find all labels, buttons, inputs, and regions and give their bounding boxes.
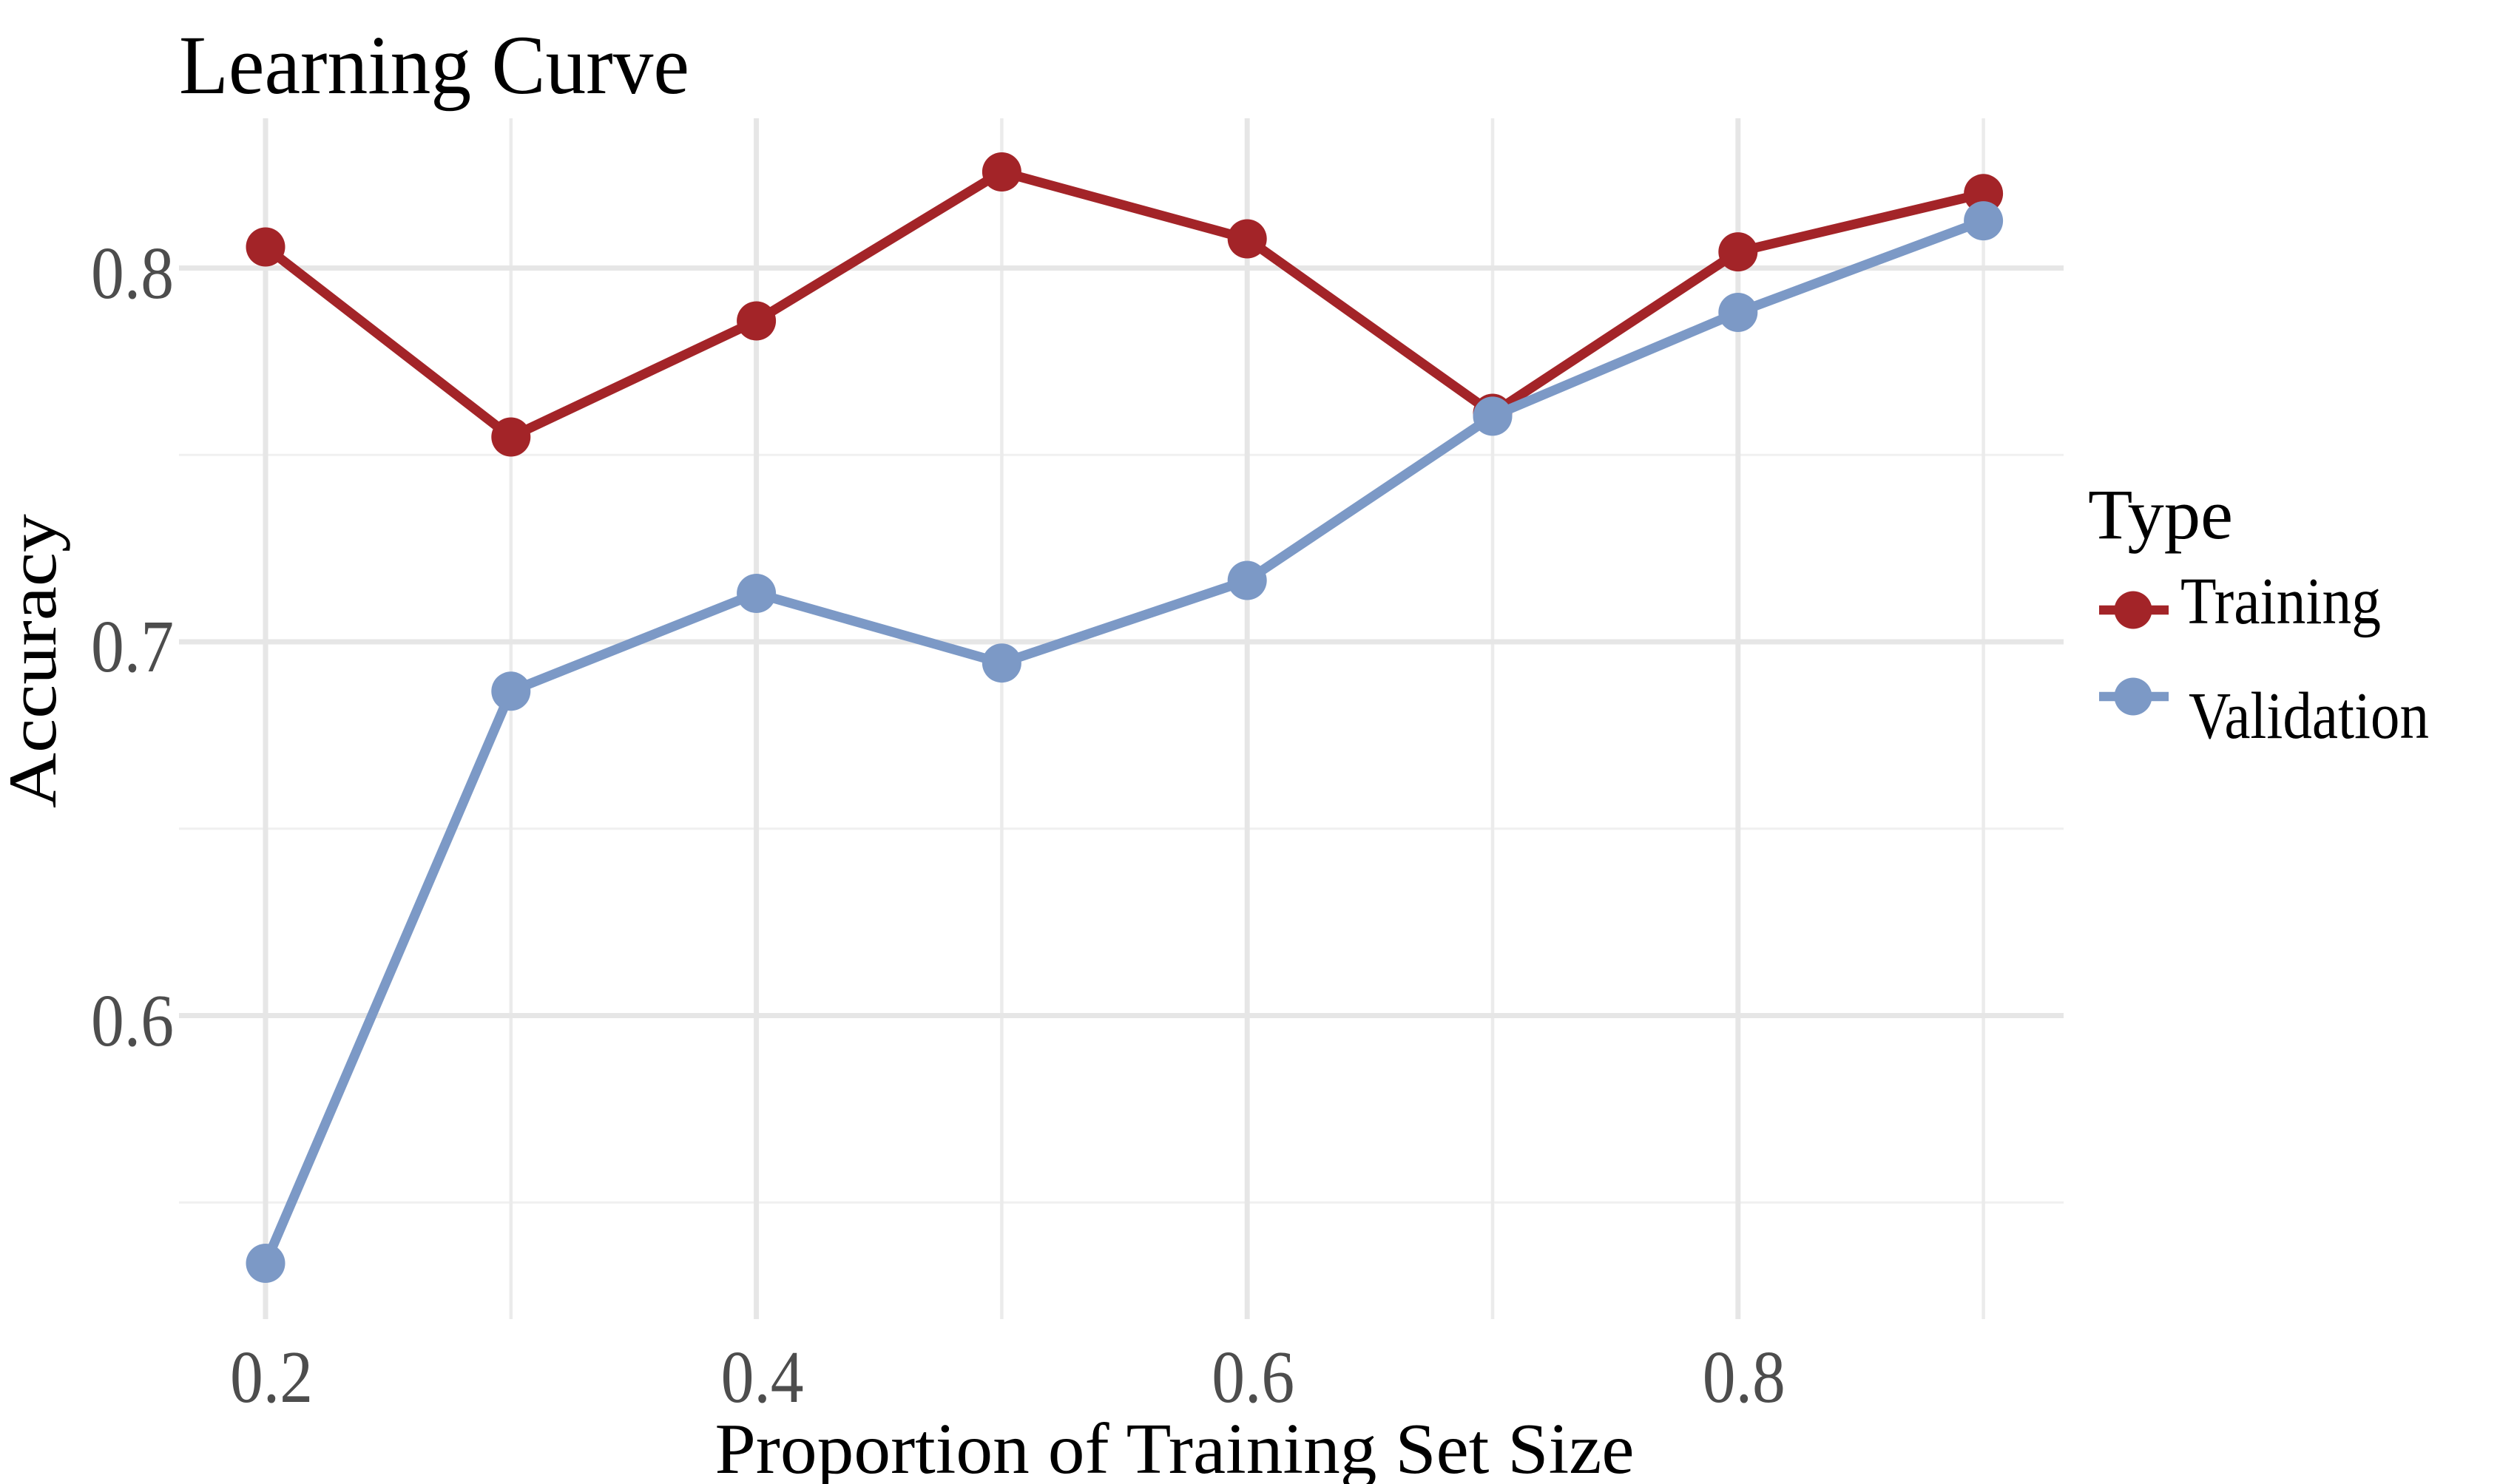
svg-text:Training: Training xyxy=(2180,565,2381,638)
svg-text:Validation: Validation xyxy=(2189,680,2429,753)
svg-text:Type: Type xyxy=(2088,475,2233,554)
svg-text:Proportion of Training Set Siz: Proportion of Training Set Size xyxy=(715,1409,1635,1484)
svg-text:Learning Curve: Learning Curve xyxy=(179,19,689,112)
svg-text:0.2: 0.2 xyxy=(230,1335,313,1418)
svg-text:0.7: 0.7 xyxy=(91,605,174,688)
svg-text:0.8: 0.8 xyxy=(91,231,174,314)
svg-text:Accuracy: Accuracy xyxy=(0,514,70,808)
svg-text:0.4: 0.4 xyxy=(721,1335,804,1418)
svg-text:0.6: 0.6 xyxy=(91,979,174,1062)
svg-text:0.8: 0.8 xyxy=(1703,1335,1786,1418)
svg-text:0.6: 0.6 xyxy=(1212,1335,1294,1418)
